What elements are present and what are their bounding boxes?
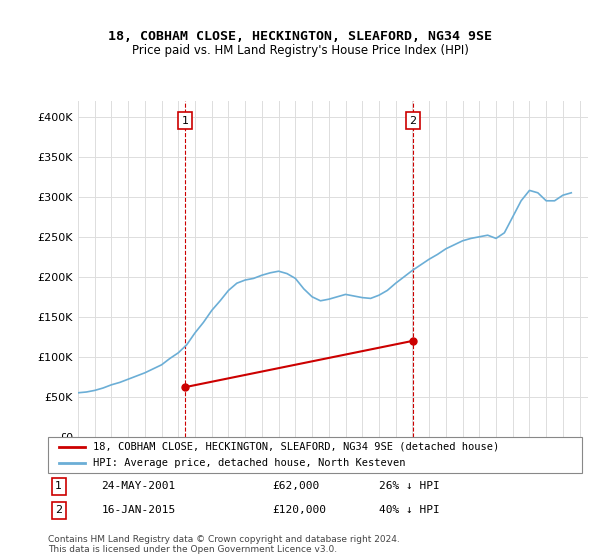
Text: 1: 1 bbox=[181, 116, 188, 126]
Text: £120,000: £120,000 bbox=[272, 505, 326, 515]
Text: Price paid vs. HM Land Registry's House Price Index (HPI): Price paid vs. HM Land Registry's House … bbox=[131, 44, 469, 57]
Text: £62,000: £62,000 bbox=[272, 482, 320, 492]
Text: 24-MAY-2001: 24-MAY-2001 bbox=[101, 482, 176, 492]
Text: 16-JAN-2015: 16-JAN-2015 bbox=[101, 505, 176, 515]
Text: HPI: Average price, detached house, North Kesteven: HPI: Average price, detached house, Nort… bbox=[94, 458, 406, 468]
Text: Contains HM Land Registry data © Crown copyright and database right 2024.
This d: Contains HM Land Registry data © Crown c… bbox=[48, 535, 400, 554]
Text: 40% ↓ HPI: 40% ↓ HPI bbox=[379, 505, 440, 515]
Text: 18, COBHAM CLOSE, HECKINGTON, SLEAFORD, NG34 9SE (detached house): 18, COBHAM CLOSE, HECKINGTON, SLEAFORD, … bbox=[94, 442, 500, 452]
Text: 26% ↓ HPI: 26% ↓ HPI bbox=[379, 482, 440, 492]
Text: 18, COBHAM CLOSE, HECKINGTON, SLEAFORD, NG34 9SE: 18, COBHAM CLOSE, HECKINGTON, SLEAFORD, … bbox=[108, 30, 492, 43]
Text: 1: 1 bbox=[55, 482, 62, 492]
Text: 2: 2 bbox=[55, 505, 62, 515]
Text: 2: 2 bbox=[410, 116, 416, 126]
FancyBboxPatch shape bbox=[48, 437, 582, 473]
